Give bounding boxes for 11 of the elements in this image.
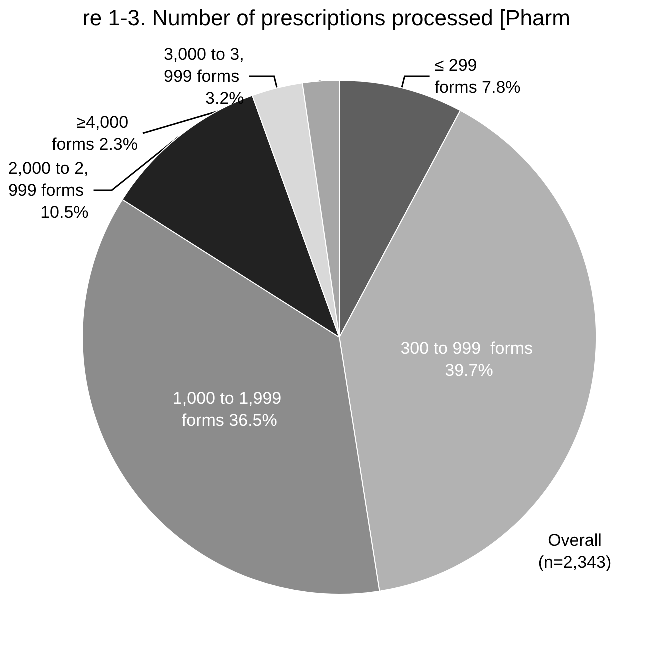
data-label: 10.5% [40,203,89,222]
data-label: 3.2% [206,89,244,108]
slice-label: ≤ 299 forms 7.8% [434,56,521,98]
slice-label: ≥4,000 forms 2.3% [52,113,138,154]
text: Overall (n=2,343) [537,530,613,574]
data-label: 39.7% [445,360,494,380]
slice-label: 300 to 999 forms [400,338,538,358]
chart-title: re 1-3. Number of prescriptions processed [Pharm [82,6,570,30]
slice-label: 3,000 to 3,999 forms [164,45,244,86]
slice-label: 1,000 to 1,999 forms 36.5% [172,389,286,430]
slice-label: 2,000 to 2,999 forms [8,159,89,200]
